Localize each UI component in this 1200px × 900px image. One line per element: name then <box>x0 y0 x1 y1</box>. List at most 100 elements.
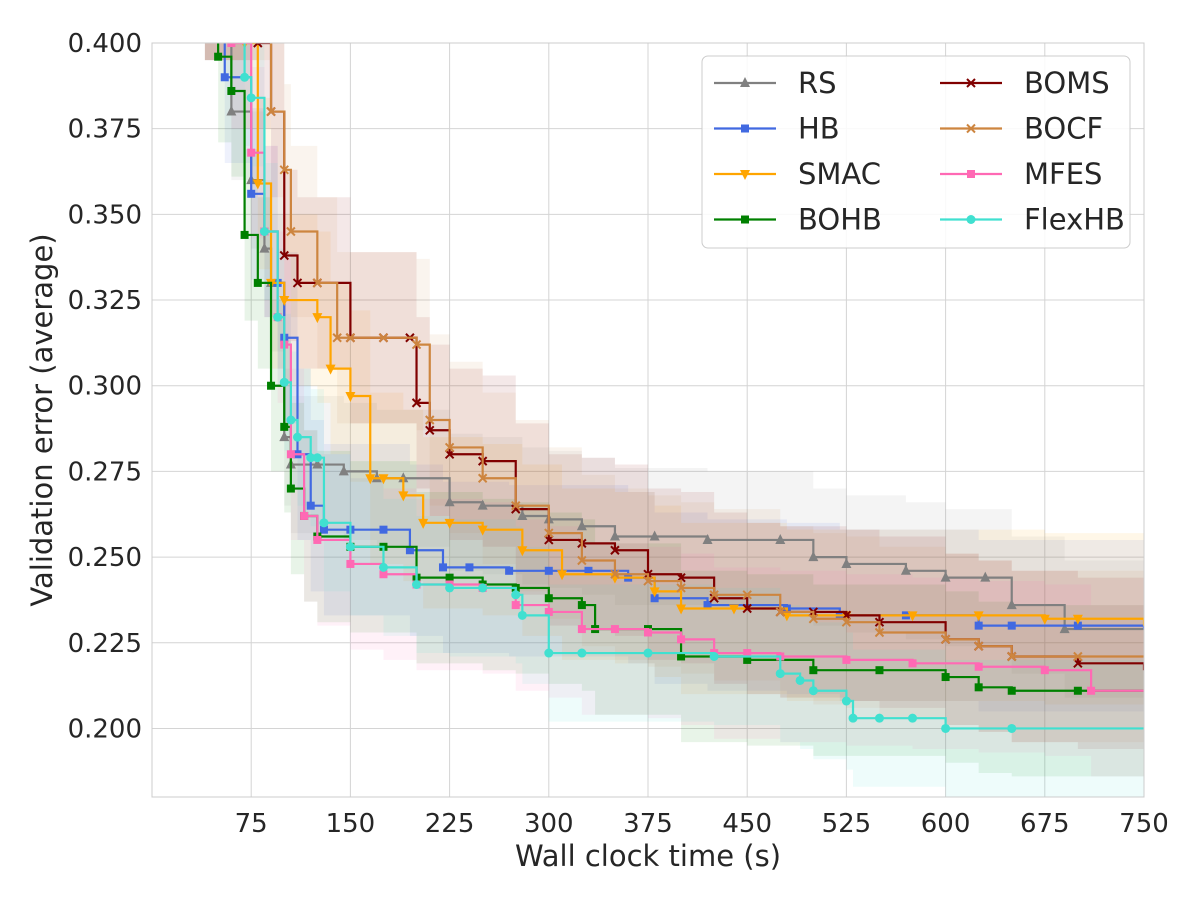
legend-item-flexhb: FlexHB <box>940 203 1125 237</box>
marker-x <box>444 442 455 453</box>
marker-square <box>346 559 355 568</box>
marker-x <box>544 528 554 538</box>
marker-square <box>544 607 553 616</box>
marker-circle <box>412 580 422 590</box>
x-tick-label: 150 <box>326 809 376 839</box>
marker-circle <box>279 377 289 387</box>
marker-square <box>286 450 295 459</box>
legend-item-bohb: BOHB <box>714 203 882 237</box>
marker-square <box>247 189 256 198</box>
marker-triangle <box>338 465 349 476</box>
marker-triangle <box>808 551 819 562</box>
marker-circle <box>259 227 269 236</box>
marker-triangle-down <box>517 546 528 557</box>
marker-triangle <box>259 242 270 253</box>
marker-triangle <box>940 571 951 582</box>
marker-triangle-down <box>740 170 750 180</box>
marker-triangle-down <box>312 313 323 324</box>
legend-label-boms: BOMS <box>1024 66 1110 100</box>
marker-square <box>214 52 223 61</box>
y-axis-label: Validation error (average) <box>25 233 59 606</box>
marker-triangle-down <box>728 604 739 615</box>
x-tick-label: 225 <box>425 809 475 839</box>
y-tick-label: 0.400 <box>68 29 142 59</box>
series-bocf <box>266 43 1144 662</box>
marker-square <box>941 673 950 682</box>
marker-triangle-down <box>973 611 984 622</box>
marker-square <box>465 563 474 572</box>
marker-x <box>676 583 686 593</box>
marker-square <box>253 278 262 287</box>
marker-triangle <box>900 564 911 575</box>
marker-x <box>808 614 819 624</box>
marker-triangle-down <box>398 491 409 502</box>
marker-triangle <box>444 496 455 507</box>
marker-square <box>280 422 289 431</box>
marker-square <box>544 566 553 575</box>
marker-square <box>267 381 276 390</box>
marker-square <box>220 73 229 82</box>
legend-label-flexhb: FlexHB <box>1024 203 1125 237</box>
marker-square <box>577 601 586 610</box>
marker-x <box>940 634 951 645</box>
series-lines <box>214 43 1144 733</box>
marker-square <box>577 625 586 634</box>
marker-triangle <box>649 530 660 541</box>
marker-x <box>266 106 276 117</box>
marker-square <box>240 230 249 239</box>
y-tick-label: 0.300 <box>68 372 142 402</box>
marker-triangle-down <box>676 604 687 615</box>
marker-x <box>1073 651 1083 662</box>
series-flexhb <box>240 43 1144 733</box>
marker-x <box>425 425 435 435</box>
marker-square <box>974 683 983 692</box>
marker-square <box>438 563 447 572</box>
x-tick-label: 450 <box>722 809 772 839</box>
marker-square <box>650 594 659 603</box>
marker-x <box>874 627 885 638</box>
marker-triangle <box>775 533 786 544</box>
marker-circle <box>908 713 918 723</box>
marker-triangle <box>576 520 587 531</box>
marker-square <box>286 484 295 493</box>
x-axis-label: Wall clock time (s) <box>515 839 781 873</box>
marker-circle <box>775 669 785 679</box>
marker-square <box>379 570 388 579</box>
marker-circle <box>841 696 851 706</box>
marker-square <box>1073 686 1082 695</box>
x-tick-label: 600 <box>921 809 971 839</box>
legend: RS HB SMAC BOHB BOMS BOCF MFES FlexHB <box>701 55 1131 249</box>
marker-x <box>643 576 653 586</box>
marker-triangle <box>1006 599 1017 610</box>
marker-square <box>511 601 520 610</box>
marker-x <box>544 535 554 545</box>
marker-triangle <box>1059 623 1070 634</box>
marker-triangle <box>740 77 750 87</box>
marker-x <box>292 278 303 288</box>
marker-circle <box>577 648 587 658</box>
marker-square <box>741 124 749 133</box>
marker-triangle-down <box>781 611 792 622</box>
marker-triangle <box>980 571 991 582</box>
marker-x <box>477 473 488 483</box>
y-tick-label: 0.200 <box>68 714 142 744</box>
marker-square <box>610 625 619 634</box>
marker-x <box>279 250 289 261</box>
marker-circle <box>292 432 302 442</box>
marker-circle <box>848 713 858 723</box>
marker-triangle-down <box>252 179 263 190</box>
legend-item-mfes: MFES <box>940 157 1102 191</box>
marker-square <box>227 86 236 95</box>
marker-triangle-down <box>477 525 488 536</box>
marker-x <box>444 449 455 459</box>
legend-label-rs: RS <box>798 66 837 100</box>
marker-circle <box>544 648 554 658</box>
marker-x <box>511 500 521 511</box>
marker-square <box>379 525 388 534</box>
marker-square <box>1007 621 1016 630</box>
marker-square <box>875 666 884 675</box>
marker-x <box>577 555 587 566</box>
marker-x <box>378 333 389 343</box>
marker-square <box>908 659 917 668</box>
marker-circle <box>795 675 805 685</box>
